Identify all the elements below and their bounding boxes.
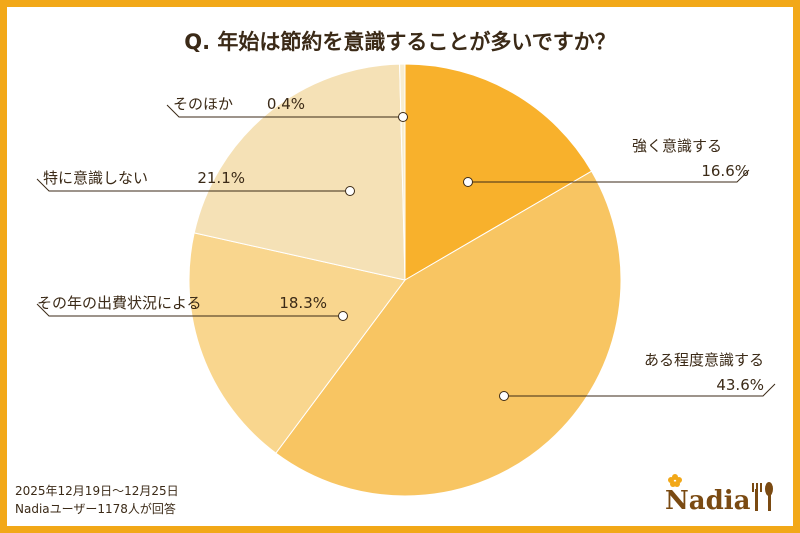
pie-slice: [275, 170, 622, 497]
leader-dot: [499, 391, 509, 401]
leader-dot: [338, 311, 348, 321]
leader-line: [36, 303, 343, 317]
leader-dot: [463, 177, 473, 187]
fork-spoon-icon: [752, 482, 773, 511]
flower-icon: [668, 474, 682, 487]
footer-respondents: Nadiaユーザー1178人が回答: [15, 501, 176, 516]
chart-title: Q. 年始は節約を意識することが多いですか？: [184, 30, 616, 54]
slice-label: 特に意識しない: [43, 169, 148, 187]
pie-slice: [188, 232, 406, 454]
slice-value-label: 43.6%: [716, 376, 764, 394]
leader-line: [36, 178, 350, 192]
pie-slices: [188, 63, 622, 497]
leader-line: [468, 169, 750, 183]
slice-label: そのほか: [173, 95, 233, 113]
pie-chart: Q. 年始は節約を意識することが多いですか？ 強く意識する 16.6% ある程度意識…: [15, 30, 776, 516]
pie-slice: [193, 63, 406, 281]
slice-label: その年の出費状況による: [37, 294, 202, 312]
slice-value-label: 21.1%: [197, 169, 245, 187]
pie-slice: [404, 63, 593, 281]
leader-dot: [345, 186, 355, 196]
slice-value-label: 0.4%: [267, 95, 305, 113]
slice-label: ある程度意識する: [644, 351, 764, 369]
leader-line: [504, 383, 776, 397]
pie-callouts: 強く意識する 16.6% ある程度意識する 43.6% その年の出費状況による 18.3%…: [36, 95, 776, 401]
footer-date-range: 2025年12月19日〜12月25日: [15, 484, 179, 498]
nadia-logo: Nadia: [665, 474, 773, 516]
logo-text: Nadia: [665, 486, 751, 516]
slice-label: 強く意識する: [632, 137, 722, 155]
slice-value-label: 16.6%: [701, 162, 749, 180]
leader-dot: [398, 112, 408, 122]
slice-value-label: 18.3%: [279, 294, 327, 312]
leader-line: [166, 104, 403, 118]
